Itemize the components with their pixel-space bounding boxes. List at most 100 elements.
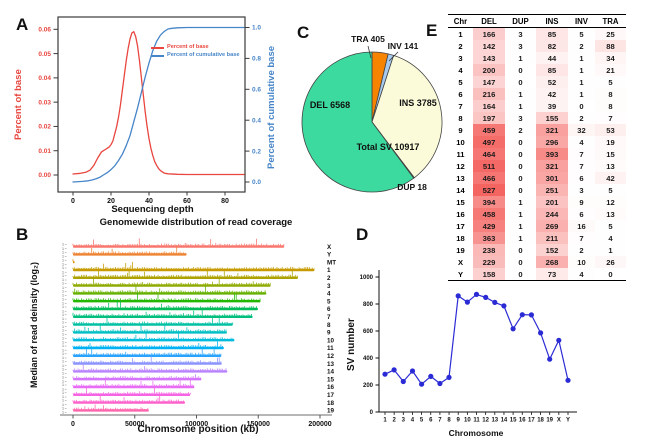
table-cell: 16 (568, 220, 595, 232)
d-x-tick-label: 5 (420, 418, 424, 424)
a-y-tick-left: 0.04 (38, 75, 51, 82)
table-header-ins: INS (536, 14, 568, 28)
a-y-tick-right: 0.0 (252, 179, 261, 186)
d-x-tick-label: 9 (457, 418, 461, 424)
table-cell: 3 (518, 41, 523, 51)
b-mini-tick: 1 (62, 368, 64, 372)
table-cell: 1 (518, 89, 523, 99)
b-track-14 (73, 370, 228, 373)
a-y-tick-left: 0.06 (38, 27, 51, 34)
table-cell: 1 (579, 53, 584, 63)
table-cell: 201 (536, 196, 568, 208)
b-track-spikes (72, 300, 257, 309)
table-cell: 1 (579, 77, 584, 87)
b-mini-tick: 1 (62, 278, 64, 282)
b-track-label: 7 (327, 314, 331, 321)
pie-slice-DEL (301, 51, 415, 193)
table-cell: 9 (579, 197, 584, 207)
b-mini-tick: 1 (62, 333, 64, 337)
d-data-point (483, 294, 489, 300)
table-cell: 238 (473, 244, 505, 256)
b-mini-tick: 1 (62, 399, 64, 403)
b-mini-tick: 1 (62, 317, 64, 321)
b-track-label: X (327, 244, 332, 251)
b-mini-tick: 1 (62, 336, 64, 340)
a-y-tick-right: 0.2 (252, 148, 261, 155)
table-cell: 10 (577, 257, 586, 267)
d-y-tick-label: 0 (370, 410, 374, 416)
d-y-tick-label: 200 (363, 383, 374, 389)
b-y-axis-label: Median of read deinsity (log₂) (29, 262, 39, 389)
d-data-point (565, 377, 571, 383)
table-cell: 1 (518, 233, 523, 243)
b-mini-tick: 1 (62, 266, 64, 270)
d-data-point (391, 367, 397, 373)
b-track-5 (73, 300, 261, 303)
table-cell: 2 (579, 41, 584, 51)
b-track-label: 4 (327, 291, 331, 298)
panel-c-label: C (297, 23, 310, 42)
b-mini-tick: 1 (62, 247, 64, 251)
d-data-point (538, 330, 544, 336)
b-track-label: 8 (327, 322, 331, 329)
b-track-spikes (72, 310, 252, 317)
table-cell: 4 (568, 268, 595, 281)
table-cell: 301 (536, 172, 568, 184)
a-y-tick-left: 0.01 (38, 148, 51, 155)
table-cell: 3 (518, 113, 523, 123)
a-y-axis-label-right: Percent of cumulative base (266, 45, 277, 170)
legend-line-red (151, 47, 164, 49)
table-cell: 394 (473, 196, 505, 208)
d-data-point (428, 373, 434, 379)
table-cell: 464 (473, 148, 505, 160)
b-track-label: 3 (327, 283, 331, 290)
b-track-spikes (72, 261, 315, 270)
b-track-label: 17 (327, 392, 335, 399)
table-cell: 6 (579, 173, 584, 183)
table-cell: 13 (595, 208, 626, 220)
table-cell: 42 (595, 172, 626, 184)
b-track-label: 14 (327, 369, 335, 376)
b-track-18 (73, 401, 185, 404)
b-track-label: 9 (327, 330, 331, 337)
table-row: 8 197 3 155 2 7 (448, 112, 626, 124)
b-track-19 (73, 409, 149, 412)
table-row: 3 143 1 44 1 34 (448, 52, 626, 64)
table-cell: 5 (608, 77, 613, 87)
a-y-tick-right: 0.4 (252, 117, 261, 124)
table-cell: 26 (595, 256, 626, 268)
b-track-label: Y (327, 252, 332, 259)
panel-e-label: E (426, 21, 438, 40)
b-track-label: 12 (327, 353, 335, 360)
table-row-chr: 2 (458, 41, 463, 51)
d-data-point (501, 303, 507, 309)
table-cell: 166 (473, 27, 505, 40)
table-row-chr: 18 (456, 233, 465, 243)
table-row-chr: 15 (456, 197, 465, 207)
table-row-chr: 17 (456, 221, 465, 231)
table-cell: 5 (608, 185, 613, 195)
b-mini-tick: 1 (62, 274, 64, 278)
table-cell: 155 (536, 112, 568, 124)
d-x-tick-label: 14 (501, 418, 508, 424)
table-cell: 0 (518, 149, 523, 159)
table-cell: 244 (536, 208, 568, 220)
table-cell: 88 (595, 40, 626, 52)
d-data-point (510, 326, 516, 332)
d-x-tick-label: 16 (519, 418, 526, 424)
a-legend: Percent of base Percent of cumulative ba… (151, 44, 239, 60)
table-cell: 2 (518, 125, 523, 135)
d-data-point (464, 299, 470, 305)
b-mini-tick: 1 (62, 391, 64, 395)
d-x-tick-label: Y (566, 418, 570, 424)
table-row-chr: 11 (456, 149, 465, 159)
pie-label-del: DEL 6568 (309, 100, 351, 110)
d-y-tick-label: 800 (363, 302, 374, 308)
table-cell: 15 (595, 148, 626, 160)
a-y-tick-right: 0.6 (252, 87, 261, 94)
table-cell: 4 (579, 137, 584, 147)
table-cell: 7 (608, 113, 613, 123)
d-x-tick-label: 7 (438, 418, 442, 424)
d-data-point (437, 380, 443, 387)
